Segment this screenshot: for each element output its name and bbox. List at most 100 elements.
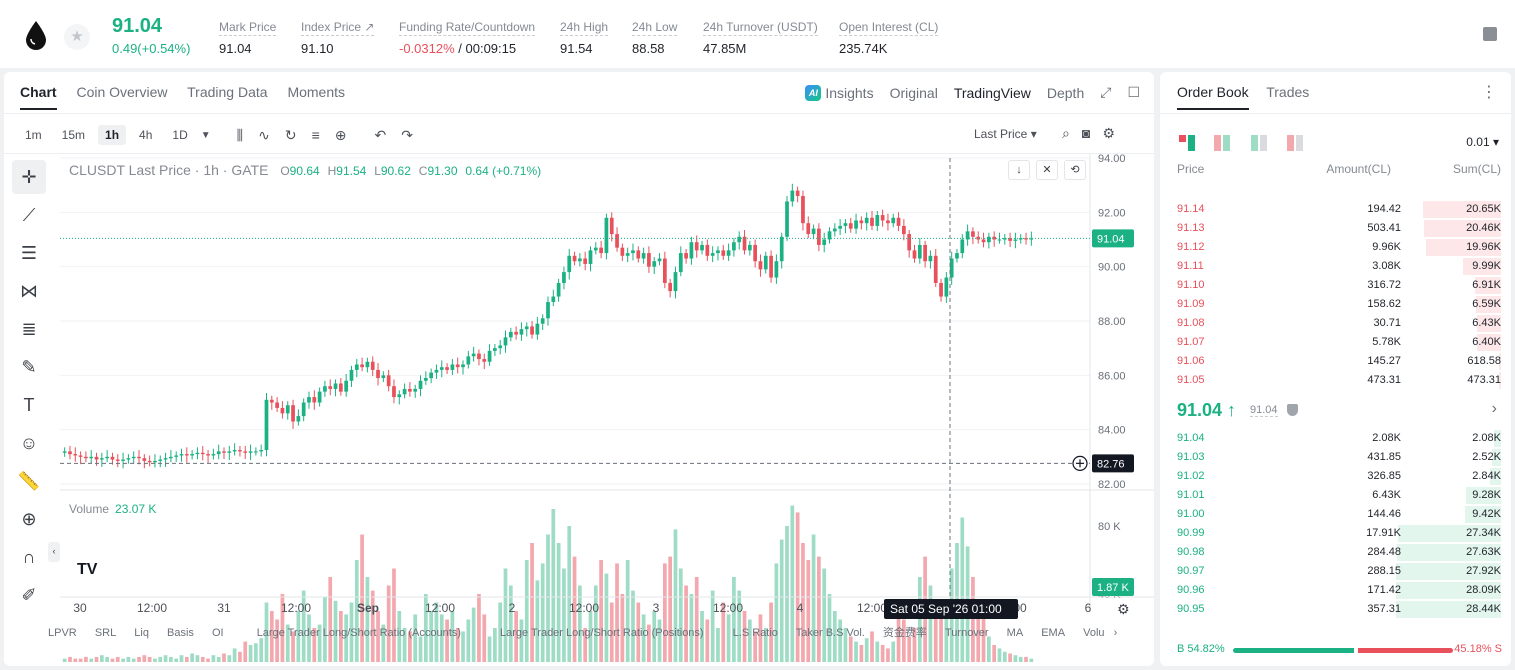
zoom-in-icon[interactable]: ⊕ (21, 508, 37, 529)
template-icon[interactable]: ≡ (311, 127, 320, 143)
view-split-icon[interactable] (1214, 135, 1230, 151)
brush-icon[interactable]: ✎ (21, 356, 37, 377)
indicator-item[interactable]: Taker B.S Vol. (795, 627, 865, 639)
tab-depth[interactable]: Depth (1046, 84, 1085, 101)
more-icon[interactable]: ⋮ (1481, 84, 1497, 101)
tab-coin-overview[interactable]: Coin Overview (76, 84, 168, 100)
indicator-item[interactable]: Turnover (944, 627, 989, 639)
y-tick-label: 84.00 (1098, 425, 1126, 437)
tab-insights[interactable]: AI Insights (805, 84, 874, 101)
tab-trades[interactable]: Trades (1266, 84, 1310, 100)
interval-1m[interactable]: 1m (25, 128, 42, 142)
indicator-item[interactable]: LPVR (48, 627, 77, 639)
bid-row[interactable]: 90.95 357.31 28.44K (1160, 600, 1511, 619)
tab-trading-data[interactable]: Trading Data (187, 84, 268, 100)
gear-icon[interactable]: ⚙ (1102, 125, 1115, 141)
indicator-item[interactable]: MA (1006, 627, 1024, 639)
expand-icon[interactable]: ⤢ (1100, 84, 1112, 100)
view-asks-icon[interactable] (1287, 135, 1303, 151)
bid-row[interactable]: 90.97 288.15 27.92K (1160, 562, 1511, 581)
ask-row[interactable]: 91.07 5.78K 6.40K (1160, 333, 1511, 352)
tab-order-book[interactable]: Order Book (1177, 84, 1249, 100)
book-icon[interactable] (1483, 27, 1497, 41)
tab-tradingview[interactable]: TradingView (953, 84, 1031, 101)
chevron-right-icon[interactable]: › (1491, 400, 1497, 417)
price-type-select[interactable]: Last Price ▾ (974, 127, 1037, 141)
indicator-item[interactable]: L.S Ratio (732, 627, 778, 639)
arrow-down-icon[interactable]: ↓ (1008, 160, 1030, 180)
candle-body (689, 242, 694, 259)
pattern-icon[interactable]: ⋈ (20, 280, 38, 301)
chevron-down-icon[interactable]: ▼ (200, 129, 211, 141)
bid-row[interactable]: 90.98 284.48 27.63K (1160, 543, 1511, 562)
window-icon[interactable]: ☐ (1127, 84, 1140, 100)
depth-bar (1494, 430, 1501, 447)
view-bids-icon[interactable] (1251, 135, 1267, 151)
bid-row[interactable]: 90.96 171.42 28.09K (1160, 581, 1511, 600)
text-icon[interactable]: T (23, 394, 35, 415)
ask-row[interactable]: 91.12 9.96K 19.96K (1160, 238, 1511, 257)
ask-row[interactable]: 91.06 145.27 618.58 (1160, 352, 1511, 371)
chevron-left-icon[interactable]: ‹ (48, 542, 60, 562)
trend-line-icon[interactable]: ⟋ (22, 204, 36, 225)
ask-row[interactable]: 91.14 194.42 20.65K (1160, 200, 1511, 219)
ask-row[interactable]: 91.05 473.31 473.31 (1160, 371, 1511, 390)
chevron-right-icon[interactable]: › (1113, 627, 1118, 639)
undo-icon[interactable]: ↶ (374, 126, 387, 143)
interval-4h[interactable]: 4h (139, 128, 153, 142)
magnet-icon[interactable]: ∩ (22, 546, 36, 567)
ruler-icon[interactable]: 📏 (17, 470, 41, 491)
candle-body (811, 228, 816, 235)
indicator-item[interactable]: Large Trader Long/Short Ratio (Accounts) (256, 627, 461, 639)
crosshair-icon[interactable]: ✛ (12, 160, 46, 194)
indicator-item[interactable]: Large Trader Long/Short Ratio (Positions… (499, 627, 704, 639)
indicator-item[interactable]: SRL (94, 627, 117, 639)
indicator-item[interactable]: Basis (167, 627, 194, 639)
price-chart[interactable]: 94.00 92.00 90.00 88.00 86.00 84.00 82.00 80 K 4… (4, 72, 1154, 666)
indicator-item[interactable]: Liq (134, 627, 149, 639)
tab-chart[interactable]: Chart (20, 84, 57, 100)
add-indicator-icon[interactable]: ⊕ (334, 126, 347, 143)
search-icon[interactable]: ⌕ (1062, 125, 1070, 141)
ask-row[interactable]: 91.10 316.72 6.91K (1160, 276, 1511, 295)
ask-row[interactable]: 91.11 3.08K 9.99K (1160, 257, 1511, 276)
indicator-item[interactable]: EMA (1041, 627, 1066, 639)
interval-1h[interactable]: 1h (98, 125, 127, 145)
horizontal-lines-icon[interactable]: ☰ (20, 242, 38, 263)
stat-index-price[interactable]: Index Price ↗ 91.10 (301, 18, 375, 56)
candle-body (769, 255, 773, 278)
stat-24h-low: 24h Low 88.58 (632, 18, 678, 56)
ask-row[interactable]: 91.08 30.71 6.43K (1160, 314, 1511, 333)
redo-icon[interactable]: ↷ (401, 126, 413, 143)
precision-select[interactable]: 0.01 ▾ (1466, 135, 1499, 149)
bid-row[interactable]: 91.03 431.85 2.52K (1160, 448, 1511, 467)
bid-row[interactable]: 91.02 326.85 2.84K (1160, 467, 1511, 486)
candle-body (583, 258, 588, 264)
indicator-item[interactable]: 资金费率 (882, 627, 927, 639)
interval-1d[interactable]: 1D (172, 128, 188, 142)
depth-bar (1499, 353, 1501, 370)
bid-row[interactable]: 91.01 6.43K 9.28K (1160, 486, 1511, 505)
eraser-icon[interactable]: ✐ (21, 584, 37, 605)
emoji-icon[interactable]: ☺ (19, 432, 39, 453)
volume-bar (912, 628, 917, 662)
collapse-icon[interactable]: ✕ (1036, 160, 1058, 180)
refresh-icon[interactable]: ↻ (284, 126, 297, 143)
loop-icon[interactable]: ⟲ (1064, 160, 1086, 180)
ask-row[interactable]: 91.09 158.62 6.59K (1160, 295, 1511, 314)
ask-row[interactable]: 91.13 503.41 20.46K (1160, 219, 1511, 238)
camera-icon[interactable]: ◙ (1081, 125, 1091, 141)
interval-15m[interactable]: 15m (61, 128, 86, 142)
favorite-star-icon[interactable]: ★ (64, 24, 90, 50)
tab-moments[interactable]: Moments (287, 84, 346, 100)
tab-original[interactable]: Original (889, 84, 938, 101)
indicators-icon[interactable]: ∿ (258, 126, 270, 143)
indicator-item[interactable]: Volu (1083, 627, 1105, 639)
bid-row[interactable]: 91.00 144.46 9.42K (1160, 505, 1511, 524)
indicator-item[interactable]: OI (212, 627, 224, 639)
bid-row[interactable]: 91.04 2.08K 2.08K (1160, 429, 1511, 448)
bid-row[interactable]: 90.99 17.91K 27.34K (1160, 524, 1511, 543)
candle-type-icon[interactable]: ⫼ (236, 126, 244, 143)
view-both-icon[interactable] (1179, 135, 1195, 151)
fib-icon[interactable]: ≣ (21, 318, 37, 339)
